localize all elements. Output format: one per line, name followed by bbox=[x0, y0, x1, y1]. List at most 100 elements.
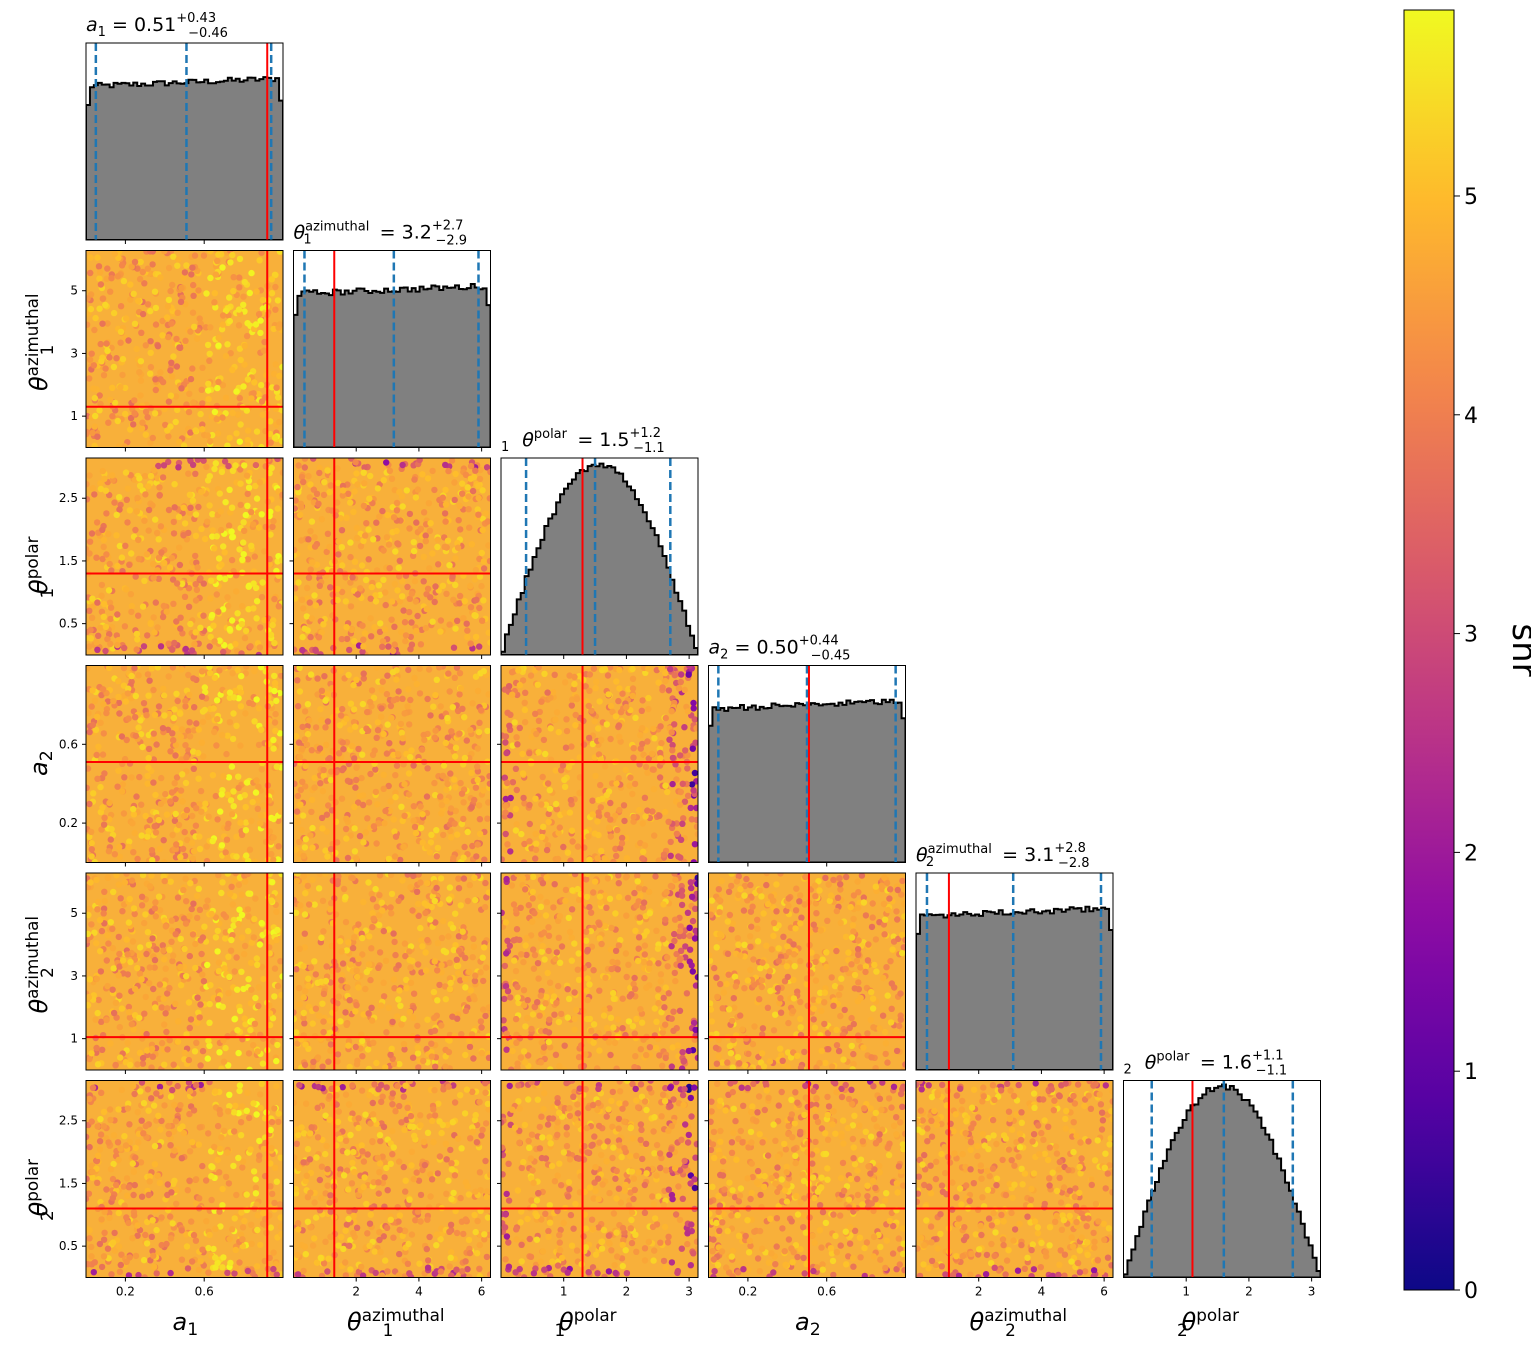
panel-theta1_pol: θpolar 1 = 1.5+1.2 −1.1 bbox=[500, 426, 699, 659]
panel-a1-vs-theta1_pol: 0.5 1.5 2.5 bbox=[59, 457, 284, 659]
axes-frame bbox=[1123, 1080, 1321, 1278]
axes-frame bbox=[85, 1080, 284, 1278]
x-tick-label: 0.6 bbox=[817, 1285, 836, 1299]
x-tick-label: 2 bbox=[352, 1285, 360, 1299]
panel-theta1_pol-vs-a2 bbox=[497, 665, 699, 867]
x-tick-label: 0.6 bbox=[195, 1285, 214, 1299]
axes-frame bbox=[85, 665, 284, 863]
histogram-a1 bbox=[86, 76, 283, 240]
colorbar-tick-label: 4 bbox=[1464, 404, 1478, 429]
y-tick-label: 0.5 bbox=[59, 617, 78, 631]
axes-frame bbox=[85, 872, 284, 1071]
panel-a2-vs-theta2_az bbox=[704, 872, 906, 1074]
panel-a2: a2 = 0.50+0.44 −0.45 bbox=[708, 634, 906, 867]
axes-frame bbox=[708, 872, 906, 1071]
axes-frame bbox=[293, 1080, 491, 1278]
y-tick-label: 3 bbox=[70, 346, 78, 360]
y-tick-label: 1 bbox=[70, 1032, 78, 1046]
histogram-theta2_az bbox=[916, 905, 1113, 1070]
axes-frame bbox=[915, 1080, 1114, 1278]
colorbar-tick-label: 2 bbox=[1464, 841, 1478, 866]
panel-a1-vs-theta1_az: 1 3 5 bbox=[70, 250, 284, 452]
panel-a2-vs-theta2_pol: 0.2 0.6 bbox=[704, 1080, 906, 1299]
colorbar-tick-label: 5 bbox=[1464, 185, 1478, 210]
title-a1: a1 = 0.51+0.43 −0.46 bbox=[86, 11, 228, 41]
axes-frame bbox=[500, 872, 699, 1071]
title-theta1_az: θazimuthal 1 = 3.2+2.7 −2.9 bbox=[294, 219, 468, 249]
histogram-theta1_pol bbox=[501, 462, 698, 655]
panel-theta1_az: θazimuthal 1 = 3.2+2.7 −2.9 bbox=[293, 219, 491, 452]
axes-frame bbox=[85, 457, 284, 656]
y-tick-label: 5 bbox=[70, 906, 78, 920]
y-tick-label: 3 bbox=[70, 969, 78, 983]
title-theta2_pol: θpolar 2 = 1.6+1.1 −1.1 bbox=[1124, 1049, 1288, 1079]
axes-frame bbox=[293, 665, 491, 863]
title-a2: a2 = 0.50+0.44 −0.45 bbox=[709, 634, 851, 664]
axes-frame bbox=[500, 457, 699, 656]
x-tick-label: 0.2 bbox=[116, 1285, 135, 1299]
y-tick-label: 1 bbox=[70, 409, 78, 423]
y-tick-label: 1.5 bbox=[59, 554, 78, 568]
y-tick-label: 0.6 bbox=[59, 737, 78, 751]
x-axis-label-a2: a2 bbox=[795, 1308, 821, 1340]
panel-theta1_az-vs-a2 bbox=[289, 665, 491, 867]
x-tick-label: 4 bbox=[1038, 1285, 1046, 1299]
y-tick-label: 0.5 bbox=[59, 1239, 78, 1253]
panel-theta1_az-vs-theta1_pol bbox=[289, 457, 491, 659]
y-tick-label: 0.2 bbox=[59, 816, 78, 830]
axes-frame bbox=[500, 665, 699, 863]
x-tick-label: 4 bbox=[415, 1285, 423, 1299]
x-tick-label: 3 bbox=[685, 1285, 693, 1299]
axes-frame bbox=[500, 1080, 699, 1278]
axes-frame bbox=[708, 665, 906, 863]
axes-frame bbox=[85, 250, 284, 448]
y-tick-label: 2.5 bbox=[59, 491, 78, 505]
panel-a1-vs-theta2_az: 1 3 5 bbox=[70, 872, 284, 1074]
panel-theta1_pol-vs-theta2_az bbox=[497, 872, 699, 1074]
x-tick-label: 0.2 bbox=[738, 1285, 757, 1299]
title-theta1_pol: θpolar 1 = 1.5+1.2 −1.1 bbox=[501, 426, 665, 456]
x-tick-label: 6 bbox=[478, 1285, 486, 1299]
y-tick-label: 1.5 bbox=[59, 1176, 78, 1190]
y-axis-label-a2: a2 bbox=[25, 750, 57, 776]
panel-a1-vs-a2: 0.2 0.6 bbox=[59, 665, 284, 867]
x-axis-label-theta2_pol: θpolar 2 bbox=[1177, 1305, 1239, 1340]
panel-a1: a1 = 0.51+0.43 −0.46 bbox=[85, 11, 284, 244]
x-tick-label: 1 bbox=[1182, 1285, 1190, 1299]
x-tick-label: 3 bbox=[1308, 1285, 1316, 1299]
x-axis-label-theta2_az: θazimuthal 2 bbox=[970, 1305, 1068, 1340]
x-tick-label: 2 bbox=[975, 1285, 983, 1299]
panel-theta1_pol-vs-theta2_pol: 1 2 3 bbox=[497, 1080, 699, 1299]
axes-frame bbox=[708, 1080, 906, 1278]
x-axis-label-a1: a1 bbox=[173, 1308, 199, 1340]
axes-frame bbox=[293, 872, 491, 1071]
axes-frame bbox=[293, 250, 491, 448]
colorbar-label: snr bbox=[1504, 623, 1531, 676]
panel-theta2_az-vs-theta2_pol: 2 4 6 bbox=[912, 1080, 1114, 1299]
x-axis-label-theta1_az: θazimuthal 1 bbox=[347, 1305, 445, 1340]
x-tick-label: 2 bbox=[1245, 1285, 1253, 1299]
histogram-theta2_pol bbox=[1123, 1083, 1321, 1278]
panel-theta1_az-vs-theta2_pol: 2 4 6 bbox=[289, 1080, 491, 1299]
panel-a1-vs-theta2_pol: 0.2 0.6 0.5 1.5 2.5 bbox=[59, 1080, 284, 1299]
colorbar-tick-label: 1 bbox=[1464, 1060, 1478, 1085]
x-axis-label-theta1_pol: θpolar 1 bbox=[555, 1305, 617, 1340]
x-tick-label: 1 bbox=[560, 1285, 568, 1299]
y-axis-label-theta1_pol: θpolar1 bbox=[22, 536, 57, 598]
axes-frame bbox=[915, 872, 1114, 1071]
x-tick-label: 6 bbox=[1100, 1285, 1108, 1299]
axes-frame bbox=[85, 42, 284, 241]
y-axis-label-theta2_az: θazimuthal2 bbox=[22, 916, 57, 1014]
y-tick-label: 2.5 bbox=[59, 1114, 78, 1128]
panel-theta2_pol: θpolar 2 = 1.6+1.1 −1.1 1 2 3 bbox=[1123, 1049, 1321, 1299]
y-tick-label: 5 bbox=[70, 284, 78, 298]
panel-theta1_az-vs-theta2_az bbox=[289, 872, 491, 1074]
colorbar-tick-label: 0 bbox=[1464, 1279, 1478, 1304]
axes-frame bbox=[293, 457, 491, 656]
title-theta2_az: θazimuthal 2 = 3.1+2.8 −2.8 bbox=[916, 841, 1090, 871]
x-tick-label: 2 bbox=[623, 1285, 631, 1299]
histogram-theta1_az bbox=[293, 282, 491, 448]
y-axis-label-theta2_pol: θpolar2 bbox=[22, 1159, 57, 1221]
colorbar-tick-label: 3 bbox=[1464, 623, 1478, 648]
colorbar bbox=[1403, 9, 1455, 1291]
